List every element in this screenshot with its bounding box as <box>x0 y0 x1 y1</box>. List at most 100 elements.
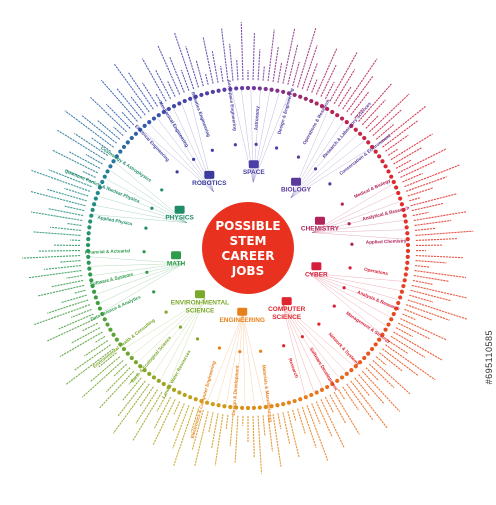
outer-ray <box>84 341 107 356</box>
outer-ray <box>369 94 409 132</box>
sub-dot <box>341 202 344 205</box>
ring-dot <box>246 86 250 90</box>
outer-ray <box>61 295 87 303</box>
outer-ray <box>47 300 88 313</box>
category-label: SCIENCE <box>186 307 216 314</box>
subcategory-label: Research <box>288 357 300 378</box>
outer-ray <box>57 130 105 159</box>
outer-ray <box>402 314 415 320</box>
ring-dot <box>199 93 203 97</box>
outer-ray <box>173 403 184 431</box>
outer-ray <box>416 231 474 235</box>
outer-ray <box>81 115 116 143</box>
ring-dot <box>401 284 405 288</box>
ring-dot <box>240 86 244 90</box>
sub-dot <box>142 250 145 253</box>
outer-ray <box>113 127 123 136</box>
ring-dot <box>86 237 90 241</box>
outer-ray <box>278 63 282 83</box>
outer-ray <box>226 415 228 430</box>
outer-ray <box>343 387 359 410</box>
ring-dot <box>87 267 91 271</box>
subcategory-label: Software & Systems <box>89 272 134 287</box>
center-line-2: STEM <box>230 234 267 248</box>
outer-ray <box>414 276 450 282</box>
sub-dot <box>150 207 153 210</box>
category-label: BIOLOGY <box>281 187 312 194</box>
subcategory-label: Analysis & Research <box>357 289 401 311</box>
outer-ray <box>206 74 209 85</box>
outer-ray <box>222 29 228 82</box>
outer-ray <box>60 261 81 263</box>
ring-dot <box>211 402 215 406</box>
ring-dot <box>354 128 358 132</box>
center-line-1: POSSIBLE <box>215 219 280 233</box>
outer-ray <box>376 357 386 365</box>
category-chemistry: CHEMISTRY <box>301 217 340 233</box>
ring-dot <box>188 395 192 399</box>
ring-dot <box>275 403 279 407</box>
outer-ray <box>409 198 420 201</box>
ring-dot <box>345 372 349 376</box>
sub-dot <box>176 170 179 173</box>
outer-ray <box>37 285 84 296</box>
ring-dot <box>103 175 107 179</box>
outer-ray <box>65 206 84 210</box>
ring-dot <box>122 145 126 149</box>
outer-ray <box>307 63 318 91</box>
outer-ray <box>158 45 180 94</box>
outer-ray <box>114 364 127 376</box>
ring-dot <box>152 116 156 120</box>
ring-dot <box>183 99 187 103</box>
ring-dot <box>258 405 262 409</box>
ring-dot <box>188 97 192 101</box>
ring-dot <box>269 88 273 92</box>
outer-ray <box>67 223 82 225</box>
outer-ray <box>237 59 238 80</box>
sub-dot <box>192 158 195 161</box>
connector-line <box>243 314 264 405</box>
outer-ray <box>52 280 83 286</box>
outer-ray <box>235 416 238 463</box>
sub-dot <box>145 271 148 274</box>
outer-ray <box>414 220 451 225</box>
outer-ray <box>230 44 233 81</box>
outer-ray <box>258 416 261 474</box>
ring-dot <box>234 86 238 90</box>
category-space: SPACE <box>243 160 266 176</box>
ring-dot <box>383 328 387 332</box>
subcategory-label: Management & Strategy <box>345 311 392 345</box>
ring-dot <box>404 219 408 223</box>
ring-dot <box>406 243 410 247</box>
sub-dot <box>160 188 163 191</box>
outer-ray <box>388 149 398 156</box>
ring-dot <box>264 87 268 91</box>
outer-ray <box>34 305 90 325</box>
outer-ray <box>114 64 149 113</box>
laptop-icon <box>282 297 292 305</box>
outer-ray <box>50 227 81 230</box>
outer-ray <box>413 212 429 215</box>
outer-ray <box>31 212 82 221</box>
subcategory-label: Earth & Ecological Science <box>130 335 173 384</box>
outer-ray <box>366 368 379 381</box>
ring-dot <box>315 101 319 105</box>
atom-icon <box>175 206 185 214</box>
ring-dot <box>362 136 366 140</box>
ring-dot <box>383 164 387 168</box>
ring-dot <box>298 397 302 401</box>
ring-dot <box>386 169 390 173</box>
outer-ray <box>298 28 316 87</box>
outer-ray <box>95 336 105 342</box>
outer-ray <box>209 412 213 432</box>
outer-ray <box>142 58 166 101</box>
ring-dot <box>108 328 112 332</box>
outer-ray <box>398 149 446 173</box>
sub-dot <box>196 337 199 340</box>
subcategory-label: Design & Engineering <box>277 87 295 134</box>
outer-ray <box>34 232 81 236</box>
ring-dot <box>217 403 221 407</box>
category-label: ROBOTICS <box>192 180 227 187</box>
ring-dot <box>172 104 176 108</box>
